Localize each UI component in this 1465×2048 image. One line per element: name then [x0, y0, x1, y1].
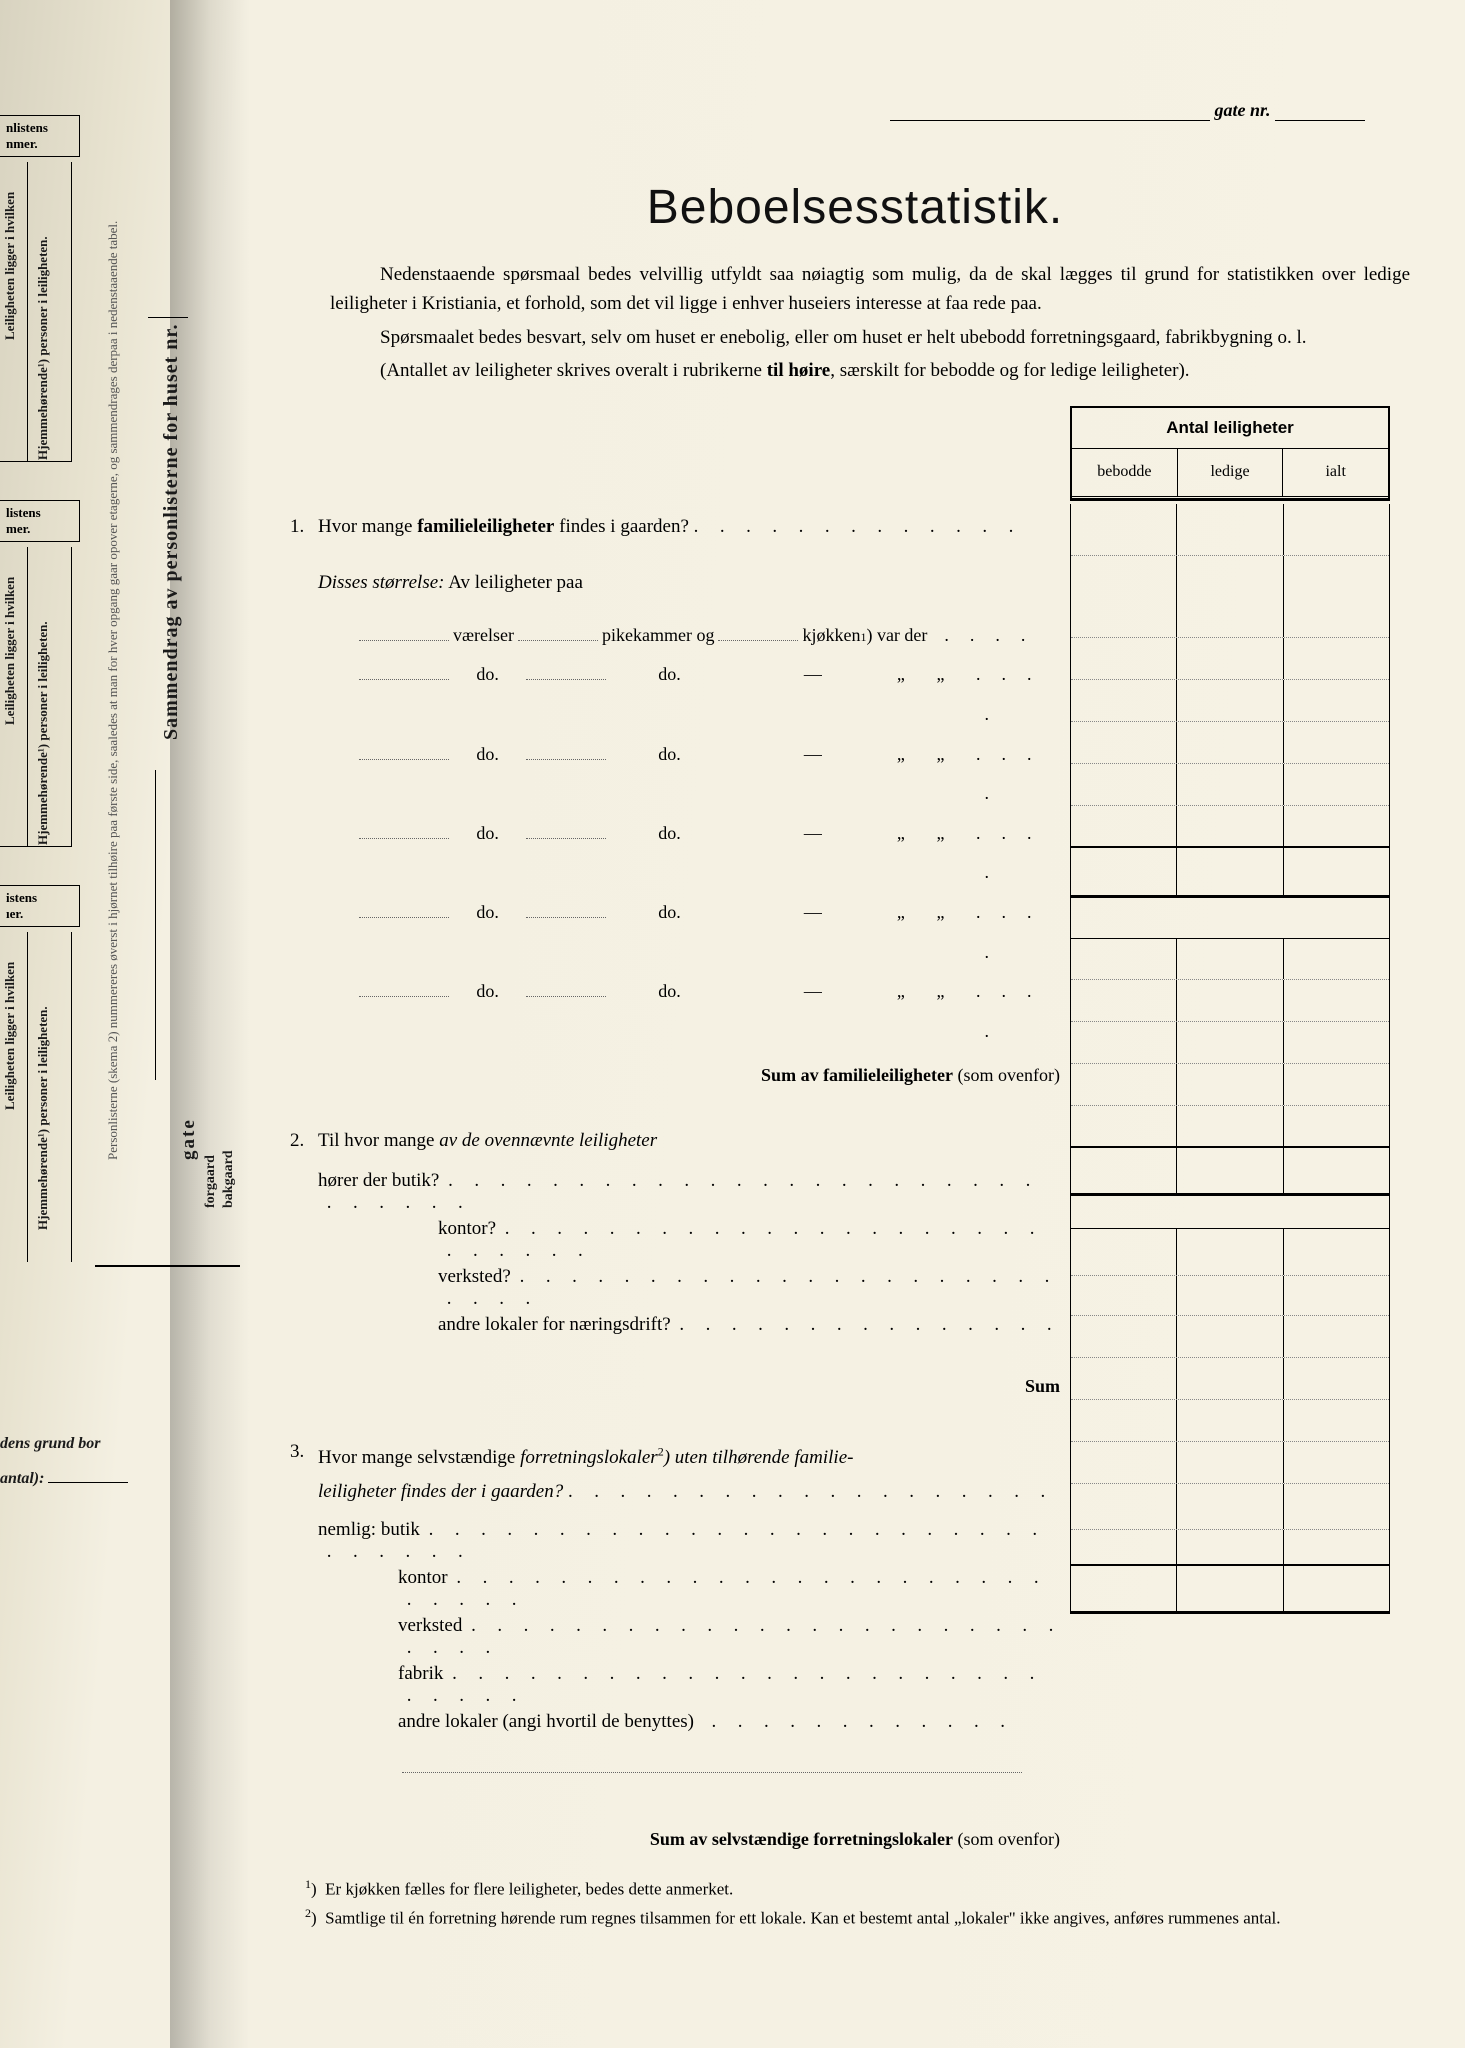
grid-row-sum[interactable] — [1071, 848, 1389, 898]
forgaard-bakgaard: forgaard bakgaard — [202, 1078, 238, 1208]
grid-row[interactable] — [1071, 596, 1389, 638]
size-row-do: do. do. — „ „ . . . . — [290, 735, 1060, 814]
col-ialt: ialt — [1283, 449, 1388, 496]
gate-vertical: gate — [178, 1090, 200, 1160]
q2-r3: verksted? . . . . . . . . . . . . . . . … — [290, 1266, 1060, 1310]
col-bebodde: bebodde — [1072, 449, 1178, 496]
stub-box-2: listens mer. — [0, 500, 80, 542]
grid-row[interactable] — [1071, 556, 1389, 596]
q3-r1: nemlig: butik . . . . . . . . . . . . . … — [290, 1519, 1060, 1563]
q3-sum: Sum av selvstændige forretningslokaler (… — [290, 1807, 1060, 1860]
intro-p3: (Antallet av leiligheter skrives overalt… — [330, 356, 1410, 385]
q2-num: 2. — [290, 1130, 318, 1152]
grid-row[interactable] — [1071, 722, 1389, 764]
q2: 2. Til hvor mange av de ovennævnte leili… — [290, 1130, 1060, 1166]
stub-frame1 — [0, 162, 72, 462]
answer-grid — [1070, 504, 1390, 1614]
size-row-do: do. do. — „ „ . . . . — [290, 814, 1060, 893]
stub-div1 — [27, 162, 28, 462]
main-content: gate nr. Beboelsesstatistik. Nedenstaaen… — [290, 100, 1420, 1934]
left-margin-region: nlistens nmer. Leiligheten ligger i hvil… — [0, 110, 245, 1660]
col-ledige: ledige — [1178, 449, 1284, 496]
stub-box-1: nlistens nmer. — [0, 115, 80, 157]
stub-text: ıer. — [6, 906, 23, 921]
grid-row[interactable] — [1071, 1484, 1389, 1530]
q2-r2: kontor? . . . . . . . . . . . . . . . . … — [290, 1218, 1060, 1262]
grid-row[interactable] — [1071, 1442, 1389, 1484]
gate-label: gate nr. — [1215, 100, 1271, 120]
stub-text: listens — [6, 505, 41, 520]
gate-nr-field: gate nr. — [890, 100, 1390, 121]
grid-row-sum[interactable] — [1071, 1566, 1389, 1614]
stub-div2 — [27, 547, 28, 847]
intro-text: Nedenstaaende spørsmaal bedes velvillig … — [290, 260, 1420, 386]
page-title: Beboelsesstatistik. — [290, 180, 1420, 235]
q1-num: 1. — [290, 516, 318, 538]
col-header-row: bebodde ledige ialt — [1072, 449, 1388, 499]
size-row-do: do. do. — „ „ . . . . — [290, 893, 1060, 972]
grid-row[interactable] — [1071, 1358, 1389, 1400]
document-page: nlistens nmer. Leiligheten ligger i hvil… — [0, 0, 1465, 2048]
grid-row[interactable] — [1071, 764, 1389, 806]
stub-text: mer. — [6, 521, 30, 536]
stub-div3 — [27, 932, 28, 1262]
stub-text: nlistens — [6, 120, 48, 135]
bottom-note-1: dens grund bor — [0, 1435, 100, 1453]
size-row-1: værelser pikekammer og kjøkken 1 ) var d… — [290, 616, 1060, 656]
grid-row[interactable] — [1071, 1106, 1389, 1148]
q3-r4: fabrik . . . . . . . . . . . . . . . . .… — [290, 1663, 1060, 1707]
grid-row[interactable] — [1071, 1228, 1389, 1276]
q3-r5: andre lokaler (angi hvortil de benyttes)… — [290, 1711, 1060, 1753]
col-header-title: Antal leiligheter — [1072, 408, 1388, 449]
column-header-box: Antal leiligheter bebodde ledige ialt — [1070, 406, 1390, 501]
intro-p2: Spørsmaalet bedes besvart, selv om huset… — [330, 323, 1410, 352]
stub-frame3 — [0, 932, 72, 1262]
q2-text: Til hvor mange av de ovennævnte leilighe… — [318, 1130, 1060, 1152]
margin-rule — [95, 1265, 240, 1267]
grid-row[interactable] — [1071, 1316, 1389, 1358]
stub-frame2 — [0, 547, 72, 847]
grid-row[interactable] — [1071, 1064, 1389, 1106]
grid-row[interactable] — [1071, 980, 1389, 1022]
q3: 3. Hvor mange selvstændige forretningslo… — [290, 1435, 1060, 1515]
q1-text: Hvor mange familieleiligheter findes i g… — [318, 516, 1060, 538]
footnote-1: 1) Er kjøkken fælles for flere leilighet… — [305, 1875, 1380, 1902]
bottom-note-2: antal): — [0, 1470, 128, 1488]
stub-text: nmer. — [6, 136, 38, 151]
q3-text: Hvor mange selvstændige forretningslokal… — [318, 1441, 1060, 1509]
footnote-2: 2) Samtlige til én forretning hørende ru… — [305, 1904, 1380, 1931]
q1-sum: Sum av familieleiligheter (som ovenfor) — [290, 1051, 1060, 1100]
q3-num: 3. — [290, 1441, 318, 1463]
grid-row[interactable] — [1071, 1276, 1389, 1316]
grid-row[interactable] — [1071, 938, 1389, 980]
grid-row-sum[interactable] — [1071, 1148, 1389, 1196]
stub-text: istens — [6, 890, 37, 905]
person-note: Personlisterne (skema 2) nummereres øver… — [105, 110, 141, 1160]
table-region: Antal leiligheter bebodde ledige ialt — [290, 406, 1420, 1932]
q3-r3: verksted . . . . . . . . . . . . . . . .… — [290, 1615, 1060, 1659]
sammendrag-heading: Sammendrag av personlisterne for huset n… — [148, 110, 194, 740]
grid-row[interactable] — [1071, 806, 1389, 848]
grid-row[interactable] — [1071, 1530, 1389, 1566]
q3-blank — [290, 1757, 1060, 1803]
gate-line-vert — [155, 770, 156, 1080]
q3-r2: kontor . . . . . . . . . . . . . . . . .… — [290, 1567, 1060, 1611]
footnotes: 1) Er kjøkken fælles for flere leilighet… — [290, 1860, 1420, 1931]
grid-row[interactable] — [1071, 1400, 1389, 1442]
q1: 1. Hvor mange familieleiligheter findes … — [290, 516, 1060, 568]
q1-sizes-intro: Disses størrelse: Av leiligheter paa — [290, 572, 1060, 612]
grid-row[interactable] — [1071, 504, 1389, 556]
grid-row[interactable] — [1071, 680, 1389, 722]
q2-sum: Sum — [290, 1360, 1060, 1413]
intro-p1: Nedenstaaende spørsmaal bedes velvillig … — [330, 260, 1410, 319]
q2-r4: andre lokaler for næringsdrift? . . . . … — [290, 1314, 1060, 1356]
q2-r1: hører der butik? . . . . . . . . . . . .… — [290, 1170, 1060, 1214]
size-row-do: do. do. — „ „ . . . . — [290, 972, 1060, 1051]
size-row-do: do. do. — „ „ . . . . — [290, 655, 1060, 734]
grid-row[interactable] — [1071, 1022, 1389, 1064]
stub-box-3: istens ıer. — [0, 885, 80, 927]
grid-row[interactable] — [1071, 638, 1389, 680]
